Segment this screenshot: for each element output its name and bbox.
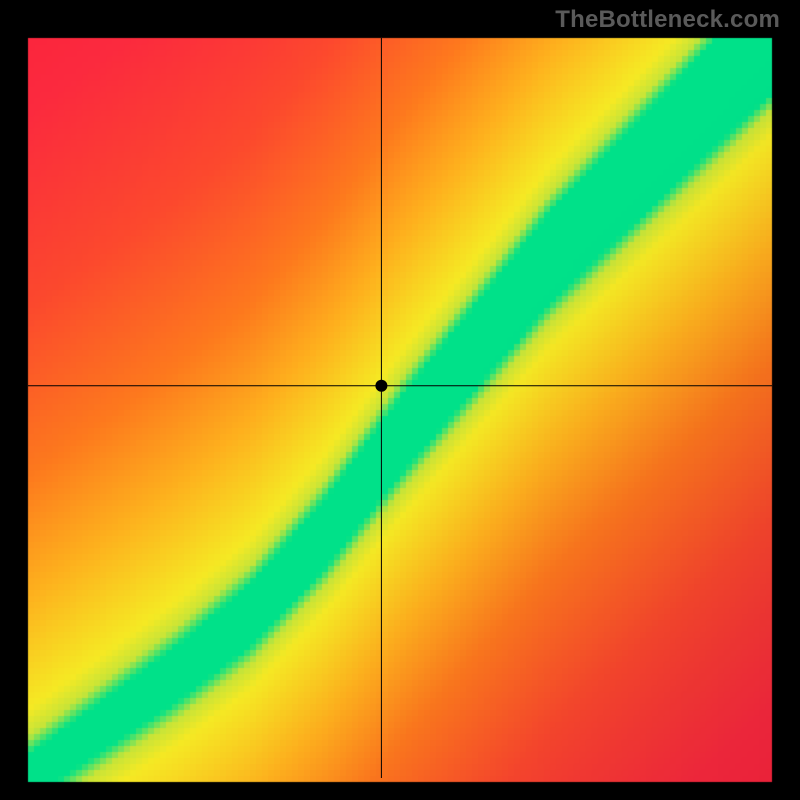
watermark-text: TheBottleneck.com	[555, 6, 780, 34]
chart-container: TheBottleneck.com	[0, 0, 800, 800]
heatmap-canvas	[0, 0, 800, 800]
